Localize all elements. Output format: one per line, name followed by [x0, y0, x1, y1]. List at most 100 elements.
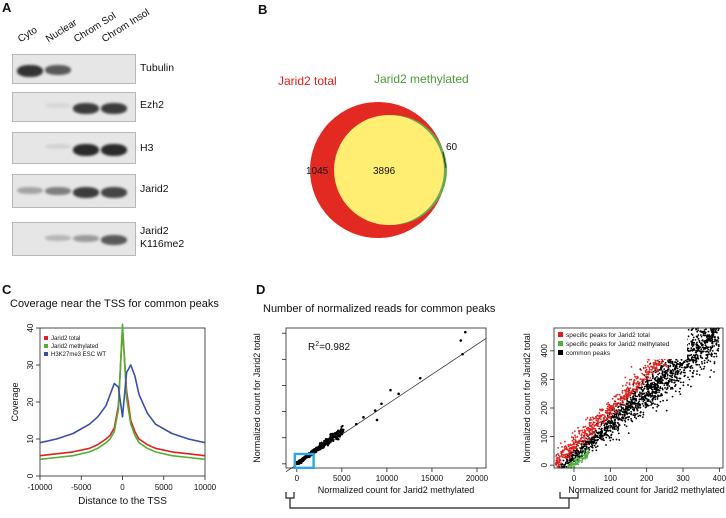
data-point [328, 438, 331, 441]
data-point [616, 422, 619, 424]
data-point [700, 335, 703, 338]
x-axis-label: Normalized count for Jarid2 methylated [318, 485, 475, 495]
data-point [332, 433, 335, 436]
data-point [645, 380, 648, 382]
data-point [621, 407, 624, 410]
data-point [310, 450, 313, 453]
data-point [633, 416, 636, 419]
data-point [675, 376, 678, 379]
data-point [650, 368, 653, 371]
data-point [582, 443, 585, 446]
data-point [647, 373, 650, 376]
data-point [608, 409, 611, 412]
data-point [665, 409, 668, 412]
data-point [604, 427, 607, 430]
data-point [647, 383, 650, 386]
legend-label: specific peaks for Jarid2 methylated [566, 341, 670, 348]
data-point [691, 340, 694, 343]
data-point [334, 431, 337, 435]
data-point [652, 365, 655, 368]
data-point [600, 424, 603, 426]
panel-d-title: Number of normalized reads for common pe… [263, 303, 496, 315]
data-point [630, 378, 633, 381]
data-point [599, 425, 602, 428]
data-point [628, 406, 631, 409]
data-point [650, 365, 652, 368]
data-point [700, 368, 703, 371]
data-point [672, 365, 675, 368]
data-point [666, 374, 669, 377]
data-point [584, 432, 587, 434]
data-point [654, 367, 657, 370]
data-point [643, 385, 646, 388]
data-point [560, 452, 563, 455]
data-point [642, 382, 645, 385]
data-point [700, 352, 703, 355]
data-point [567, 445, 570, 448]
data-point [612, 425, 615, 427]
data-point [575, 463, 578, 466]
data-point [683, 375, 686, 378]
data-point [602, 414, 605, 416]
data-point [653, 396, 656, 399]
data-point [611, 422, 614, 425]
data-point [566, 462, 569, 465]
data-point [666, 383, 669, 386]
data-point [634, 375, 636, 378]
venn-methylated-only-count: 60 [446, 142, 458, 153]
data-point [708, 334, 711, 337]
data-point [569, 462, 572, 465]
data-point [676, 379, 678, 382]
data-point [664, 362, 666, 365]
y-axis-label: Coverage [10, 382, 20, 421]
data-point [678, 390, 681, 393]
data-point [657, 378, 660, 380]
data-point [615, 438, 618, 441]
data-point [690, 347, 693, 350]
data-point [692, 361, 695, 364]
data-point [557, 446, 560, 449]
data-point [635, 402, 638, 405]
series-line-1 [39, 323, 206, 461]
data-point [650, 404, 652, 406]
data-point [652, 397, 654, 400]
data-point [579, 449, 582, 452]
data-point [335, 437, 338, 441]
data-point [556, 465, 559, 468]
data-point [654, 359, 657, 362]
data-point [646, 386, 648, 389]
data-point [652, 390, 655, 393]
data-point [682, 362, 684, 365]
data-point [591, 423, 594, 426]
data-point [613, 427, 616, 430]
data-point [598, 421, 601, 424]
data-point [617, 413, 620, 416]
data-point [645, 392, 648, 394]
data-point [703, 348, 705, 351]
blot-band [45, 187, 71, 195]
data-point [574, 436, 577, 439]
data-point [338, 435, 341, 438]
data-point [606, 429, 608, 432]
data-point [563, 448, 566, 450]
data-point [628, 392, 630, 394]
data-point [587, 447, 590, 450]
data-point [297, 461, 301, 464]
data-point [688, 360, 691, 362]
data-point [572, 449, 575, 452]
data-point [651, 372, 654, 375]
data-point [648, 368, 651, 371]
data-point [700, 356, 702, 359]
data-point [650, 385, 652, 388]
data-point [623, 419, 626, 422]
data-point [584, 453, 587, 456]
data-point [581, 453, 583, 456]
data-point [640, 395, 643, 397]
data-point [684, 359, 687, 362]
data-point [579, 429, 582, 432]
data-point [707, 348, 710, 351]
data-point [581, 445, 583, 448]
data-point [655, 379, 658, 382]
data-point [665, 391, 668, 394]
data-point [624, 376, 627, 379]
